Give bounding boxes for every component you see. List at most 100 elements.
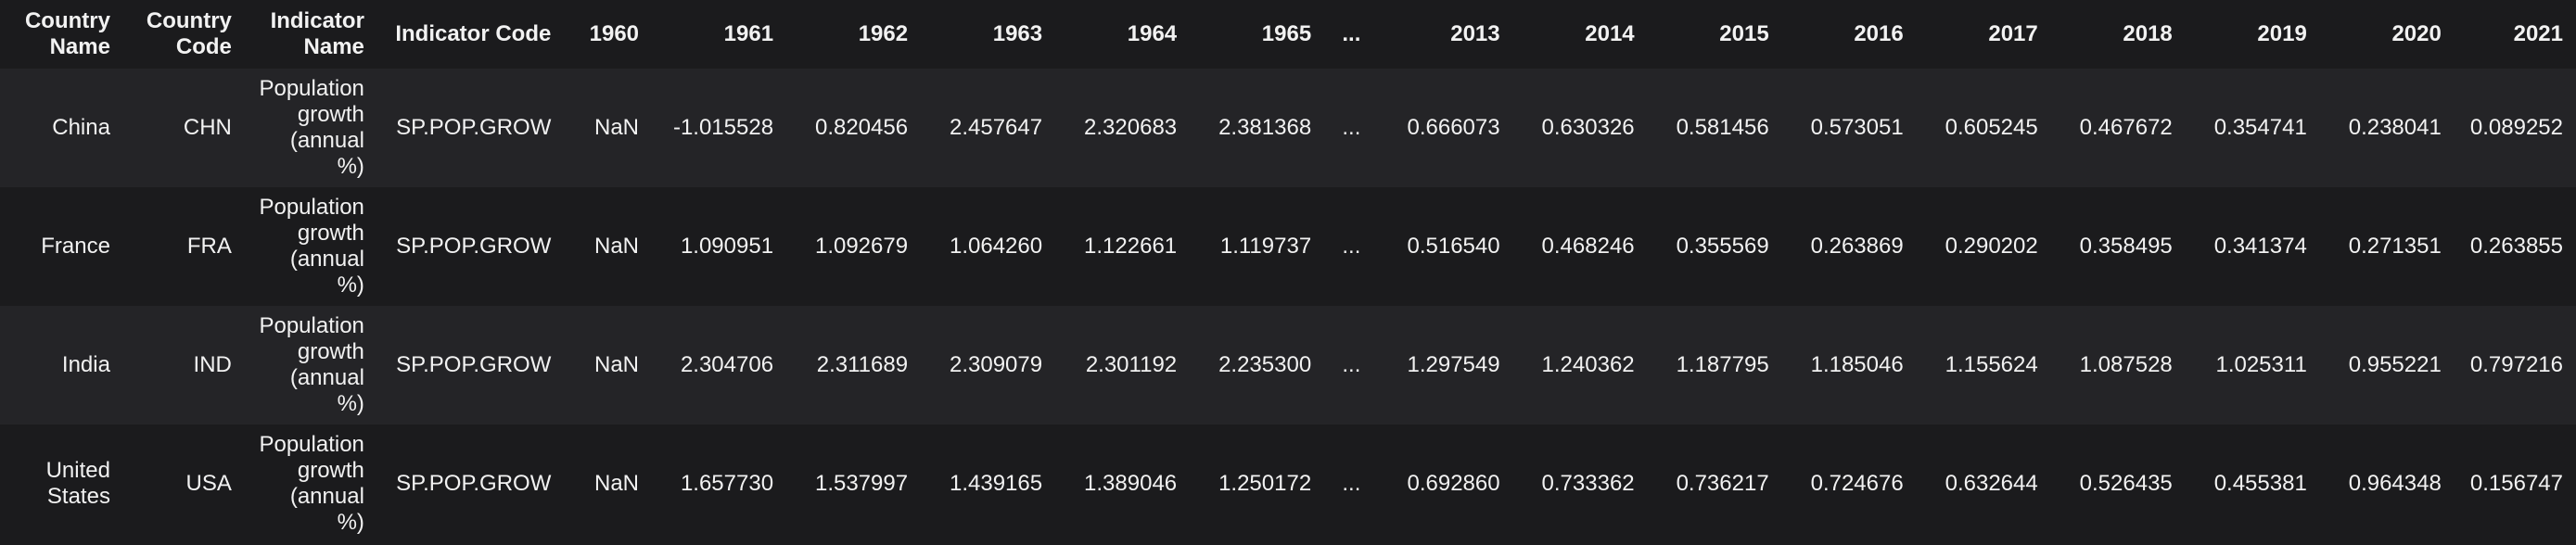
- table-cell: 0.573051: [1781, 69, 1917, 187]
- column-header-1965: 1965: [1190, 0, 1325, 69]
- table-cell: 0.526435: [2050, 425, 2186, 543]
- table-cell: 1.025311: [2185, 306, 2320, 425]
- column-header-1961: 1961: [652, 0, 787, 69]
- column-header-2020: 2020: [2319, 0, 2455, 69]
- column-header-2013: 2013: [1378, 0, 1513, 69]
- table-cell: Population growth (annual %): [244, 425, 377, 543]
- table-cell: 0.605245: [1916, 69, 2051, 187]
- table-cell: 0.733362: [1512, 425, 1648, 543]
- table-cell: 0.358495: [2050, 187, 2186, 306]
- table-cell: 1.657730: [652, 425, 787, 543]
- column-header-1963: 1963: [921, 0, 1056, 69]
- table-cell: 1.087528: [2050, 306, 2186, 425]
- column-header-indicator-code: Indicator Code: [376, 0, 565, 69]
- table-cell: IND: [122, 306, 245, 425]
- table-cell: 0.820456: [786, 69, 922, 187]
- column-header-2018: 2018: [2050, 0, 2186, 69]
- table-cell: China: [0, 69, 123, 187]
- header-row: Country Name Country Code Indicator Name…: [0, 0, 2576, 69]
- table-cell: 0.724676: [1781, 425, 1917, 543]
- table-cell: 0.263869: [1781, 187, 1917, 306]
- column-header-2014: 2014: [1512, 0, 1648, 69]
- table-cell: 1.297549: [1378, 306, 1513, 425]
- table-cell: ...: [1324, 69, 1379, 187]
- table-cell: 0.156747: [2454, 425, 2576, 543]
- table-cell: France: [0, 187, 123, 306]
- table-row: China CHN Population growth (annual %) SP.P…: [0, 69, 2576, 187]
- table-cell: 2.304706: [652, 306, 787, 425]
- table-cell: 0.467672: [2050, 69, 2186, 187]
- table-cell: 1.537997: [786, 425, 922, 543]
- table-cell: 1.155624: [1916, 306, 2051, 425]
- column-header-1964: 1964: [1055, 0, 1191, 69]
- table-cell: 1.092679: [786, 187, 922, 306]
- table-row: United States USA Population growth (annua…: [0, 425, 2576, 543]
- table-cell: FRA: [122, 187, 245, 306]
- table-cell: -1.015528: [652, 69, 787, 187]
- table-cell: 2.311689: [786, 306, 922, 425]
- column-header-2019: 2019: [2185, 0, 2320, 69]
- table-cell: ...: [1324, 306, 1379, 425]
- table-row: France FRA Population growth (annual %) SP.…: [0, 187, 2576, 306]
- table-cell: CHN: [122, 69, 245, 187]
- table-cell: 1.389046: [1055, 425, 1191, 543]
- column-header-2017: 2017: [1916, 0, 2051, 69]
- column-header-ellipsis: ...: [1324, 0, 1379, 69]
- table-cell: 0.581456: [1647, 69, 1782, 187]
- table-cell: SP.POP.GROW: [376, 425, 565, 543]
- table-cell: 1.122661: [1055, 187, 1191, 306]
- table-row: India IND Population growth (annual %) SP.P…: [0, 306, 2576, 425]
- table-cell: 0.797216: [2454, 306, 2576, 425]
- table-cell: 0.271351: [2319, 187, 2455, 306]
- table-cell: 1.250172: [1190, 425, 1325, 543]
- table-cell: India: [0, 306, 123, 425]
- table-cell: Population growth (annual %): [244, 306, 377, 425]
- table-cell: NaN: [564, 187, 653, 306]
- table-cell: 1.240362: [1512, 306, 1648, 425]
- table-cell: USA: [122, 425, 245, 543]
- table-cell: 0.089252: [2454, 69, 2576, 187]
- table-cell: 2.301192: [1055, 306, 1191, 425]
- table-cell: 2.309079: [921, 306, 1056, 425]
- table-cell: 1.187795: [1647, 306, 1782, 425]
- table-cell: 2.235300: [1190, 306, 1325, 425]
- table-cell: 2.457647: [921, 69, 1056, 187]
- table-cell: 2.381368: [1190, 69, 1325, 187]
- column-header-1960: 1960: [564, 0, 653, 69]
- table-cell: 0.955221: [2319, 306, 2455, 425]
- column-header-2015: 2015: [1647, 0, 1782, 69]
- table-cell: 0.630326: [1512, 69, 1648, 187]
- table-cell: NaN: [564, 306, 653, 425]
- table-cell: 0.455381: [2185, 425, 2320, 543]
- table-cell: NaN: [564, 425, 653, 543]
- table-cell: 1.064260: [921, 187, 1056, 306]
- table-cell: 0.238041: [2319, 69, 2455, 187]
- table-cell: 0.263855: [2454, 187, 2576, 306]
- column-header-2016: 2016: [1781, 0, 1917, 69]
- table-cell: 0.632644: [1916, 425, 2051, 543]
- table-cell: 0.692860: [1378, 425, 1513, 543]
- table-body: China CHN Population growth (annual %) SP.P…: [0, 69, 2576, 543]
- table-cell: NaN: [564, 69, 653, 187]
- table-cell: 1.090951: [652, 187, 787, 306]
- table-cell: SP.POP.GROW: [376, 187, 565, 306]
- table-cell: 0.341374: [2185, 187, 2320, 306]
- column-header-2021: 2021: [2454, 0, 2576, 69]
- table-cell: 0.666073: [1378, 69, 1513, 187]
- table-cell: Population growth (annual %): [244, 69, 377, 187]
- column-header-1962: 1962: [786, 0, 922, 69]
- table-cell: United States: [0, 425, 123, 543]
- table-cell: 1.439165: [921, 425, 1056, 543]
- table-cell: ...: [1324, 425, 1379, 543]
- table-cell: 0.736217: [1647, 425, 1782, 543]
- table-cell: 0.355569: [1647, 187, 1782, 306]
- table-cell: 0.964348: [2319, 425, 2455, 543]
- table-cell: ...: [1324, 187, 1379, 306]
- table-cell: 1.119737: [1190, 187, 1325, 306]
- table-cell: 1.185046: [1781, 306, 1917, 425]
- table-cell: SP.POP.GROW: [376, 306, 565, 425]
- table-cell: 0.290202: [1916, 187, 2051, 306]
- table-cell: SP.POP.GROW: [376, 69, 565, 187]
